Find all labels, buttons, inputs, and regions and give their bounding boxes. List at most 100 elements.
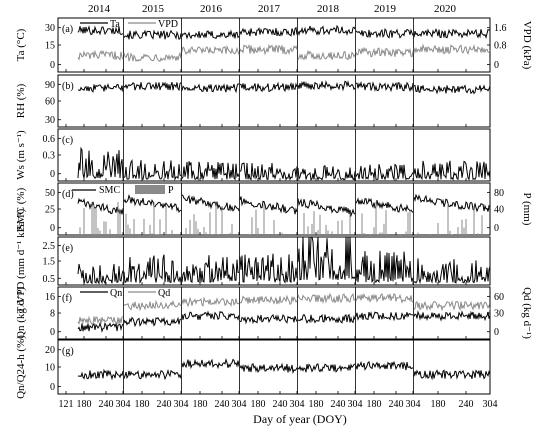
panel-label: (g) bbox=[62, 346, 74, 357]
panel-g: 20 10 0 Qn/Q24-h (%) (g) bbox=[15, 335, 491, 399]
y-axis-title: RH (%) bbox=[15, 83, 27, 118]
legend-label: Qn bbox=[110, 288, 122, 299]
x-tick-label: 121 bbox=[59, 399, 74, 410]
panels: 30 15 0 1.6 0.8 0 Ta (°C) VPD (kPa) (a) Ta VPD 90 60… bbox=[15, 17, 533, 399]
x-axis-title: Day of year (DOY) bbox=[253, 412, 347, 426]
panel-label: (f) bbox=[62, 293, 72, 304]
x-tick-label: 304 bbox=[116, 399, 131, 410]
x-tick-label: 180 bbox=[193, 399, 208, 410]
x-tick-label: 180 bbox=[309, 399, 324, 410]
series-rh bbox=[77, 79, 491, 95]
y-tick-label: 0.3 bbox=[43, 151, 56, 162]
x-tick-label: 240 bbox=[459, 399, 474, 410]
y-axis-title: Qn (kg d⁻¹) bbox=[15, 287, 27, 339]
series-vpd bbox=[77, 43, 491, 63]
series-qd bbox=[77, 292, 491, 326]
panel-label: (c) bbox=[62, 135, 73, 146]
legend-swatch bbox=[135, 185, 165, 194]
x-tick-label: 240 bbox=[273, 399, 288, 410]
x-tick-label: 240 bbox=[215, 399, 230, 410]
y-axis-title: T/VPD (mm d⁻¹ kPa⁻¹) bbox=[15, 208, 27, 313]
legend-label: Qd bbox=[158, 288, 170, 299]
y-tick-label: 1.5 bbox=[43, 257, 56, 268]
x-tick-label: 304 bbox=[406, 399, 421, 410]
y-tick-label-right: 30 bbox=[494, 309, 504, 320]
y-tick-label: 0.5 bbox=[43, 274, 56, 285]
y-tick-label-right: 0 bbox=[494, 327, 499, 338]
panel-d: 50 25 0 80 40 0 SMC (%) P (mm) (d) SMC P bbox=[15, 182, 533, 236]
x-tick-label: 240 bbox=[389, 399, 404, 410]
legend-label: VPD bbox=[158, 19, 178, 30]
panel-frame bbox=[57, 17, 491, 73]
x-tick-label: 304 bbox=[174, 399, 189, 410]
y-axis-title: SMC (%) bbox=[15, 187, 27, 230]
y-tick-label: 0 bbox=[50, 327, 55, 338]
y-tick-label: 20 bbox=[45, 345, 55, 356]
y-axis-title: Ta (°C) bbox=[15, 28, 27, 61]
y-tick-label: 90 bbox=[45, 80, 55, 91]
panel-f: 16 8 0 60 30 0 Qn (kg d⁻¹) Qd (kg d⁻¹) (f) Qn Qd bbox=[15, 286, 533, 340]
y-tick-label: 15 bbox=[45, 41, 55, 52]
x-tick-label: 180 bbox=[431, 399, 446, 410]
year-label: 2019 bbox=[374, 3, 397, 15]
y-tick-label-right: 80 bbox=[494, 188, 504, 199]
y-tick-label: 0.6 bbox=[43, 134, 56, 145]
legend: Ta VPD bbox=[80, 19, 178, 30]
panel-label: (b) bbox=[62, 81, 74, 92]
x-tick-label: 180 bbox=[367, 399, 382, 410]
x-axis: 121 180 240 304 180 240 304 180 240 304 180 240 304 1… bbox=[59, 399, 498, 410]
y-tick-label: 2.5 bbox=[43, 241, 56, 252]
panel-label: (a) bbox=[62, 24, 73, 35]
panel-label: (e) bbox=[62, 243, 73, 254]
y-tick-label: 0 bbox=[50, 169, 55, 180]
y-tick-label: 50 bbox=[45, 188, 55, 199]
x-tick-label: 304 bbox=[348, 399, 363, 410]
panel-a: 30 15 0 1.6 0.8 0 Ta (°C) VPD (kPa) (a) Ta VPD bbox=[15, 17, 533, 73]
year-label: 2017 bbox=[258, 3, 281, 15]
y-axis-title-right: VPD (kPa) bbox=[521, 21, 533, 70]
legend-label: Ta bbox=[110, 19, 120, 30]
y-tick-label-right: 40 bbox=[494, 205, 504, 216]
y-axis-title-right: Qd (kg d⁻¹) bbox=[521, 287, 533, 339]
panel-frame bbox=[57, 339, 491, 395]
year-labels: 2014 2015 2016 2017 2018 2019 2020 bbox=[88, 3, 457, 15]
year-label: 2016 bbox=[200, 3, 223, 15]
x-tick-label: 180 bbox=[77, 399, 92, 410]
legend: SMC P bbox=[72, 185, 174, 196]
y-tick-label-right: 0.8 bbox=[494, 41, 507, 52]
y-tick-label: 0 bbox=[50, 382, 55, 393]
legend: Qn Qd bbox=[80, 288, 170, 299]
series-P bbox=[79, 201, 483, 235]
y-tick-label: 0 bbox=[50, 223, 55, 234]
y-tick-label-right: 0 bbox=[494, 60, 499, 71]
x-tick-label: 240 bbox=[99, 399, 114, 410]
series-ws bbox=[77, 146, 491, 182]
panel-frame bbox=[57, 74, 491, 128]
y-axis-title: Qn/Q24-h (%) bbox=[15, 335, 27, 399]
y-tick-label-right: 1.6 bbox=[494, 23, 507, 34]
x-tick-label: 304 bbox=[483, 399, 498, 410]
legend-label: SMC bbox=[99, 185, 120, 196]
x-tick-label: 180 bbox=[251, 399, 266, 410]
y-axis-title: Ws (m s⁻¹) bbox=[15, 130, 27, 180]
y-tick-label-right: 60 bbox=[494, 292, 504, 303]
y-tick-label: 16 bbox=[45, 292, 55, 303]
y-tick-label: 30 bbox=[45, 115, 55, 126]
panel-frame bbox=[57, 286, 491, 340]
panel-e: 2.5 1.5 0.5 T/VPD (mm d⁻¹ kPa⁻¹) (e) bbox=[15, 208, 491, 313]
x-tick-label: 304 bbox=[290, 399, 305, 410]
y-tick-label: 60 bbox=[45, 97, 55, 108]
series-smc bbox=[77, 193, 491, 218]
x-tick-label: 240 bbox=[157, 399, 172, 410]
panel-label: (d) bbox=[62, 189, 74, 200]
series-qn-q24-h bbox=[77, 357, 491, 381]
y-tick-label: 30 bbox=[45, 23, 55, 34]
year-label: 2018 bbox=[317, 3, 340, 15]
series-t-vpd bbox=[77, 236, 491, 285]
x-tick-label: 240 bbox=[331, 399, 346, 410]
series-ta bbox=[77, 24, 491, 40]
y-tick-label-right: 0 bbox=[494, 223, 499, 234]
y-axis-title-right: P (mm) bbox=[521, 193, 533, 226]
panel-c: 0.6 0.3 0 Ws (m s⁻¹) (c) bbox=[15, 128, 491, 182]
